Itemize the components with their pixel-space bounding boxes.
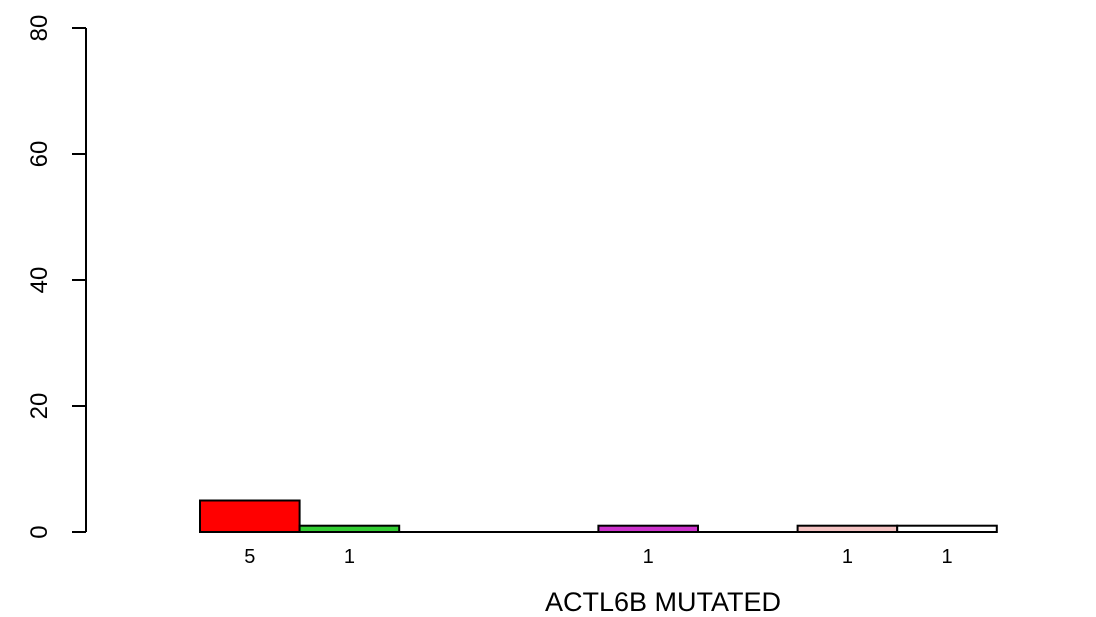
y-axis: 0 20 40 60 80 (26, 15, 87, 539)
bar-value-label: 5 (244, 546, 255, 568)
bar (796, 524, 899, 534)
bar-value-label: 1 (842, 546, 853, 568)
bar-value-label: 1 (643, 546, 654, 568)
bars-group (199, 499, 998, 534)
bar (597, 524, 700, 534)
y-tick-label: 0 (26, 525, 53, 538)
bar-value-label: 1 (941, 546, 952, 568)
bar (199, 499, 301, 533)
y-tick-label: 80 (26, 15, 53, 42)
bar (896, 524, 998, 534)
y-tick-label: 20 (26, 393, 53, 420)
y-tick-label: 40 (26, 267, 53, 294)
bar-labels-group: 5 1 1 1 1 (244, 546, 952, 568)
y-tick-label: 60 (26, 141, 53, 168)
bar (298, 524, 401, 534)
bar-value-label: 1 (344, 546, 355, 568)
x-axis-label: ACTL6B MUTATED (545, 587, 781, 617)
